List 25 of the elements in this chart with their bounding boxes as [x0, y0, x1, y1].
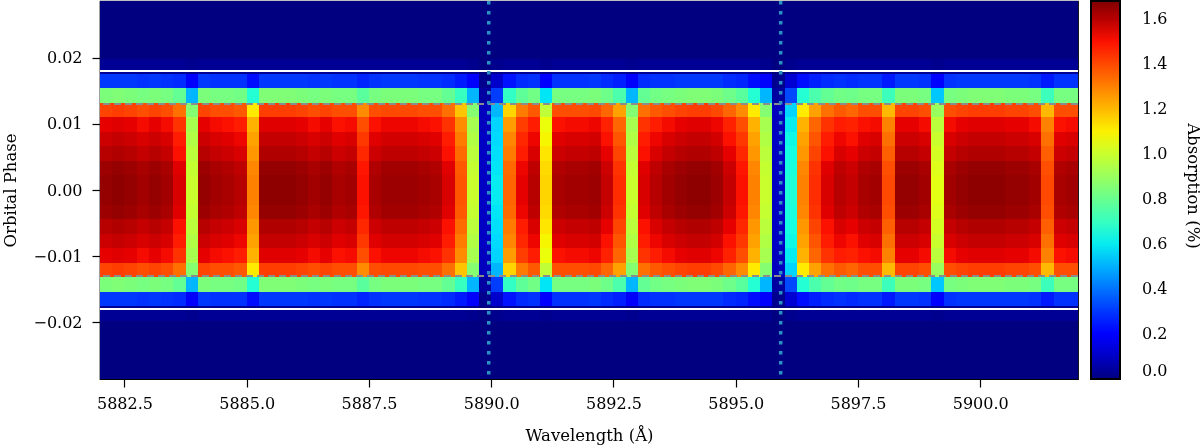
- x-tick-label: 5887.5: [341, 393, 398, 413]
- y-tick-label: 0.00: [46, 180, 83, 200]
- y-tick-label: 0.02: [46, 48, 83, 68]
- x-tick-label: 5895.0: [708, 393, 765, 413]
- color-bar-label: 0.6: [1142, 234, 1168, 253]
- color-bar-label: 0.2: [1142, 324, 1168, 343]
- y-tick-label: −0.01: [33, 246, 83, 266]
- color-bar-label: 1.6: [1142, 9, 1168, 28]
- color-bar-label: 1.0: [1142, 144, 1168, 163]
- x-axis-title: Wavelength (Å): [525, 424, 654, 445]
- x-tick-label: 5885.0: [219, 393, 276, 413]
- x-tick-label: 5900.0: [952, 393, 1009, 413]
- y-tick-label: 0.01: [46, 114, 83, 134]
- color-bar-label: 0.8: [1142, 189, 1168, 208]
- color-bar-label: 0.4: [1142, 279, 1168, 298]
- color-bar-title: Absorption (%): [1184, 122, 1200, 249]
- color-bar-label: 1.4: [1142, 54, 1168, 73]
- x-tick-label: 5890.0: [463, 393, 520, 413]
- y-axis-title: Orbital Phase: [1, 133, 21, 248]
- color-bar-label: 0.0: [1142, 361, 1168, 380]
- x-tick-label: 5897.5: [830, 393, 887, 413]
- x-tick-label: 5882.5: [96, 393, 153, 413]
- x-tick-label: 5892.5: [585, 393, 642, 413]
- color-bar-label: 1.2: [1142, 99, 1168, 118]
- y-tick-label: −0.02: [33, 312, 83, 332]
